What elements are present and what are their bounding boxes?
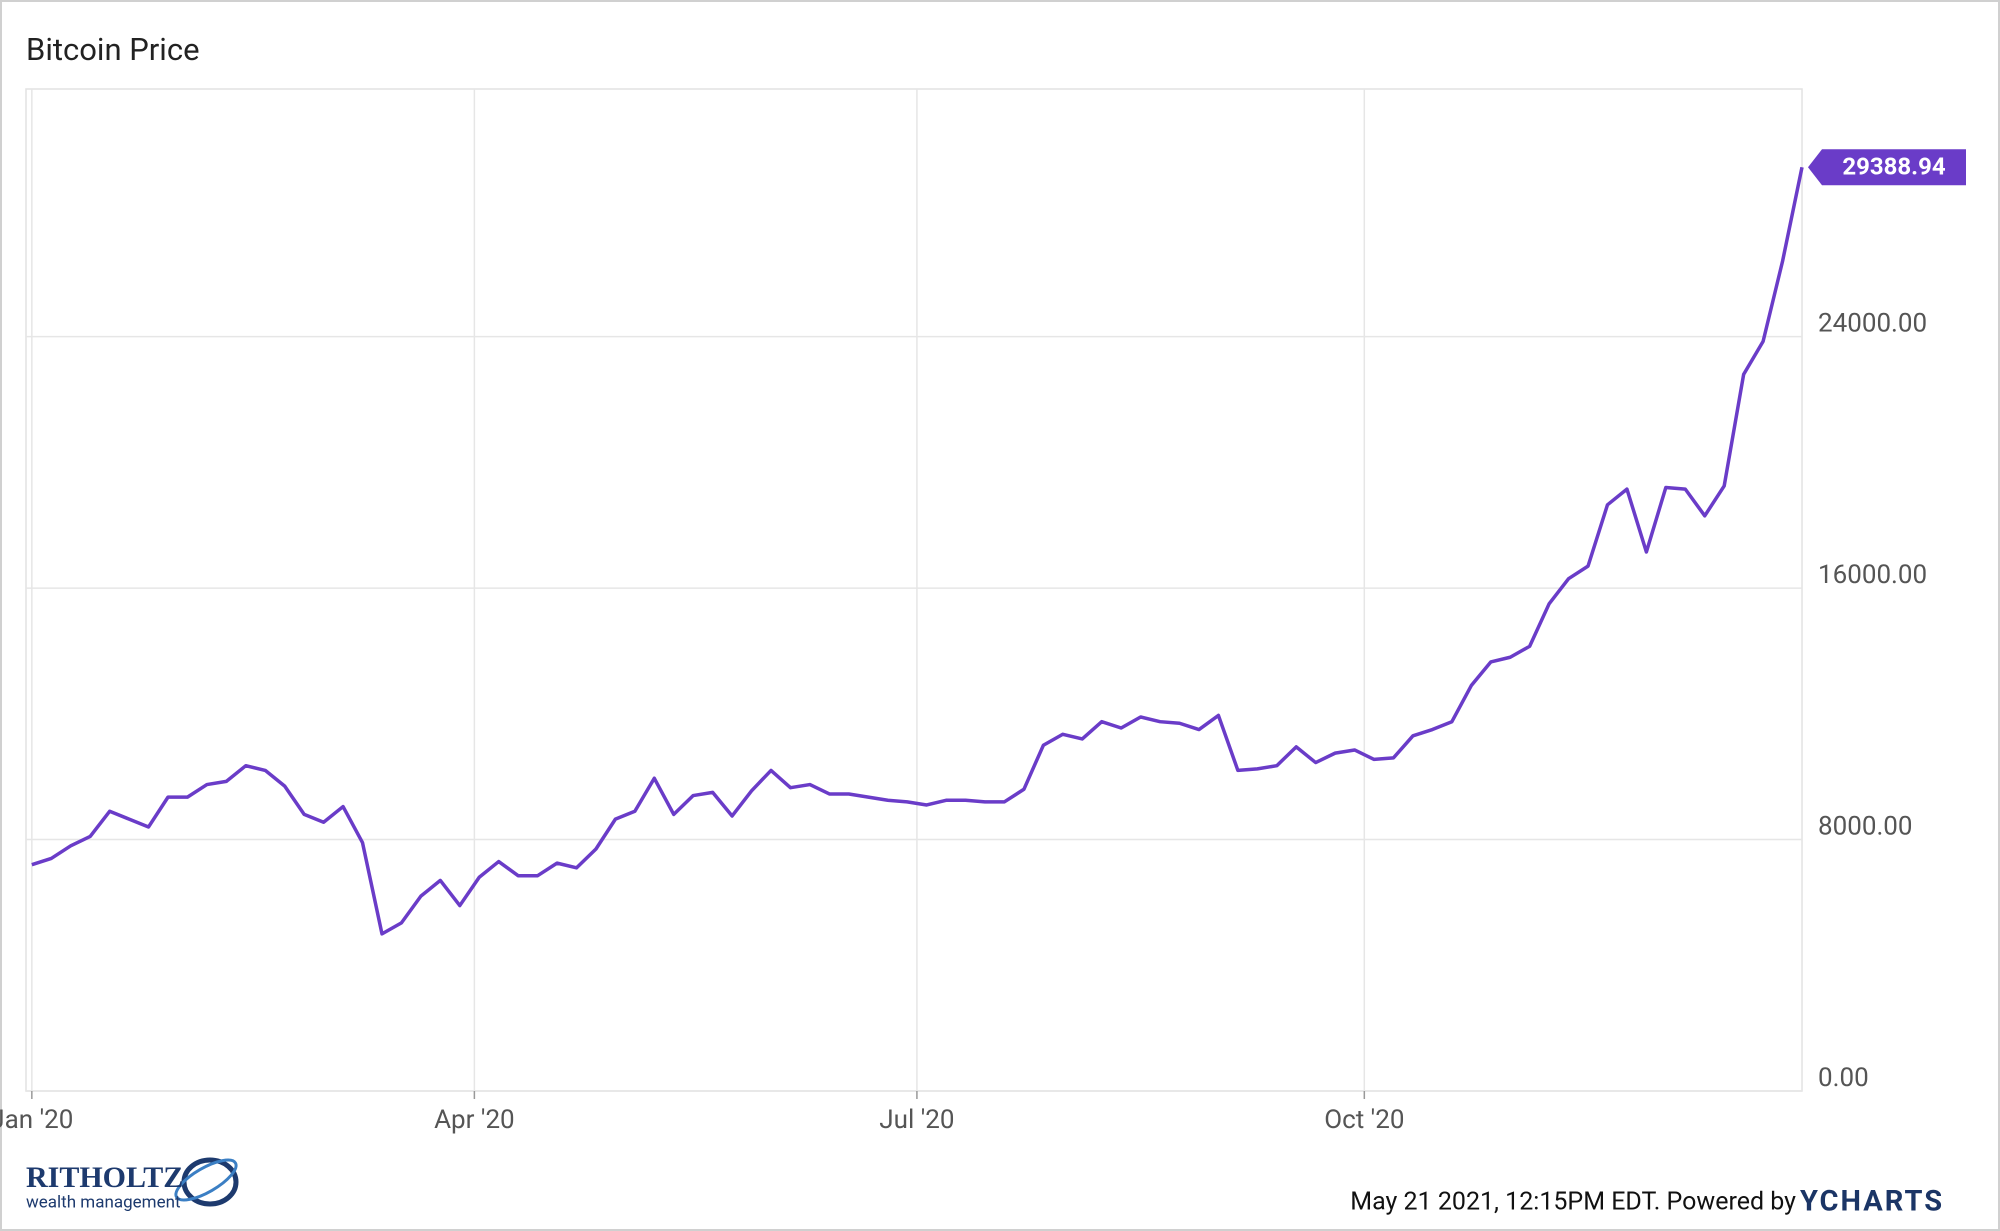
x-tick-label: Apr '20 (434, 1105, 515, 1135)
logo-tagline: wealth management (26, 1192, 181, 1212)
last-value-callout (1808, 149, 1966, 186)
price-line (31, 166, 1804, 936)
plot-area: 0.00 8000.00 16000.00 24000.00 Jan '20 Apr '2… (0, 88, 1966, 1135)
chart-title: Bitcoin Price (26, 31, 200, 68)
logo-emblem (174, 1157, 239, 1207)
y-tick-label: 8000.00 (1818, 811, 1913, 841)
brand: YCHARTS (1800, 1185, 1944, 1219)
x-tick-label: Jul '20 (879, 1105, 954, 1135)
footer: May 21 2021, 12:15PM EDT. Powered by (1350, 1188, 1796, 1217)
last-value-label: 29388.94 (1842, 153, 1946, 181)
y-tick-label: 16000.00 (1818, 560, 1927, 590)
y-tick-label: 24000.00 (1818, 309, 1927, 339)
x-tick-label: Oct '20 (1324, 1105, 1404, 1135)
y-tick-label: 0.00 (1818, 1063, 1869, 1093)
logo-name: RITHOLTZ (26, 1161, 183, 1194)
x-tick-label: Jan '20 (0, 1105, 73, 1135)
